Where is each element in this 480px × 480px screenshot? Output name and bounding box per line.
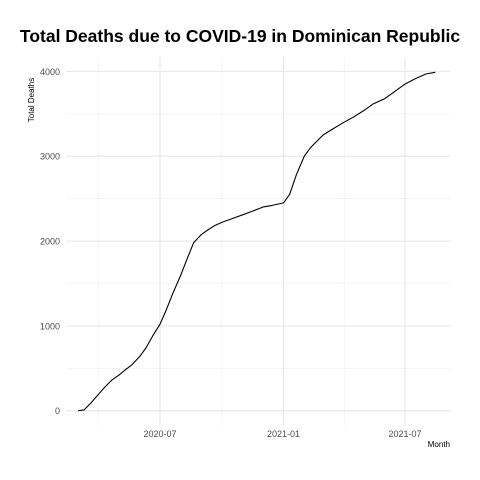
x-tick-label: 2020-07 [143,429,176,439]
y-tick-label: 0 [55,406,60,416]
x-tick-label: 2021-01 [267,429,300,439]
y-tick-label: 1000 [40,321,60,331]
x-axis-label: Month [427,440,450,449]
chart-title: Total Deaths due to COVID-19 in Dominica… [19,26,461,46]
y-tick-label: 3000 [40,152,60,162]
series-line [78,71,436,412]
x-tick-label: 2021-07 [389,429,422,439]
y-tick-label: 2000 [40,237,60,247]
y-tick-label: 4000 [40,67,60,77]
